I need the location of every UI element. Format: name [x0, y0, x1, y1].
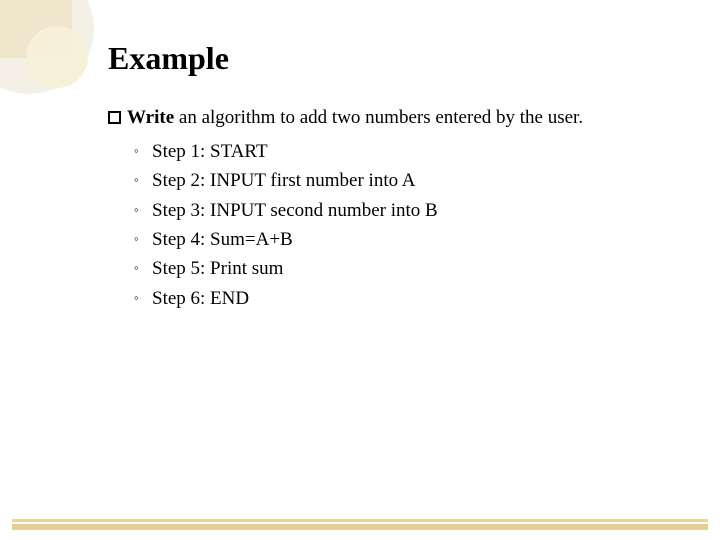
prompt-lead-word: Write — [127, 107, 174, 128]
list-item: ◦ Step 3: INPUT second number into B — [134, 196, 680, 225]
prompt-remainder: an algorithm to add two numbers entered … — [174, 107, 583, 128]
hollow-bullet-icon: ◦ — [134, 166, 144, 195]
square-bullet-icon — [108, 111, 121, 124]
slide-title: Example — [108, 40, 680, 77]
prompt-text: Write an algorithm to add two numbers en… — [108, 105, 680, 131]
slide-content: Example Write an algorithm to add two nu… — [108, 40, 680, 313]
list-item: ◦ Step 2: INPUT first number into A — [134, 166, 680, 195]
step-text: Step 6: END — [152, 284, 249, 313]
step-text: Step 1: START — [152, 137, 268, 166]
step-text: Step 4: Sum=A+B — [152, 225, 293, 254]
decoration-circle-small — [26, 26, 88, 88]
hollow-bullet-icon: ◦ — [134, 254, 144, 283]
decoration-stripe-thick — [12, 524, 708, 530]
list-item: ◦ Step 6: END — [134, 284, 680, 313]
list-item: ◦ Step 1: START — [134, 137, 680, 166]
hollow-bullet-icon: ◦ — [134, 225, 144, 254]
hollow-bullet-icon: ◦ — [134, 196, 144, 225]
hollow-bullet-icon: ◦ — [134, 137, 144, 166]
step-text: Step 2: INPUT first number into A — [152, 166, 416, 195]
decoration-bottom-stripe — [12, 508, 708, 530]
decoration-stripe-thin — [12, 519, 708, 522]
hollow-bullet-icon: ◦ — [134, 284, 144, 313]
steps-list: ◦ Step 1: START ◦ Step 2: INPUT first nu… — [134, 137, 680, 314]
step-text: Step 5: Print sum — [152, 254, 283, 283]
list-item: ◦ Step 5: Print sum — [134, 254, 680, 283]
step-text: Step 3: INPUT second number into B — [152, 196, 438, 225]
list-item: ◦ Step 4: Sum=A+B — [134, 225, 680, 254]
